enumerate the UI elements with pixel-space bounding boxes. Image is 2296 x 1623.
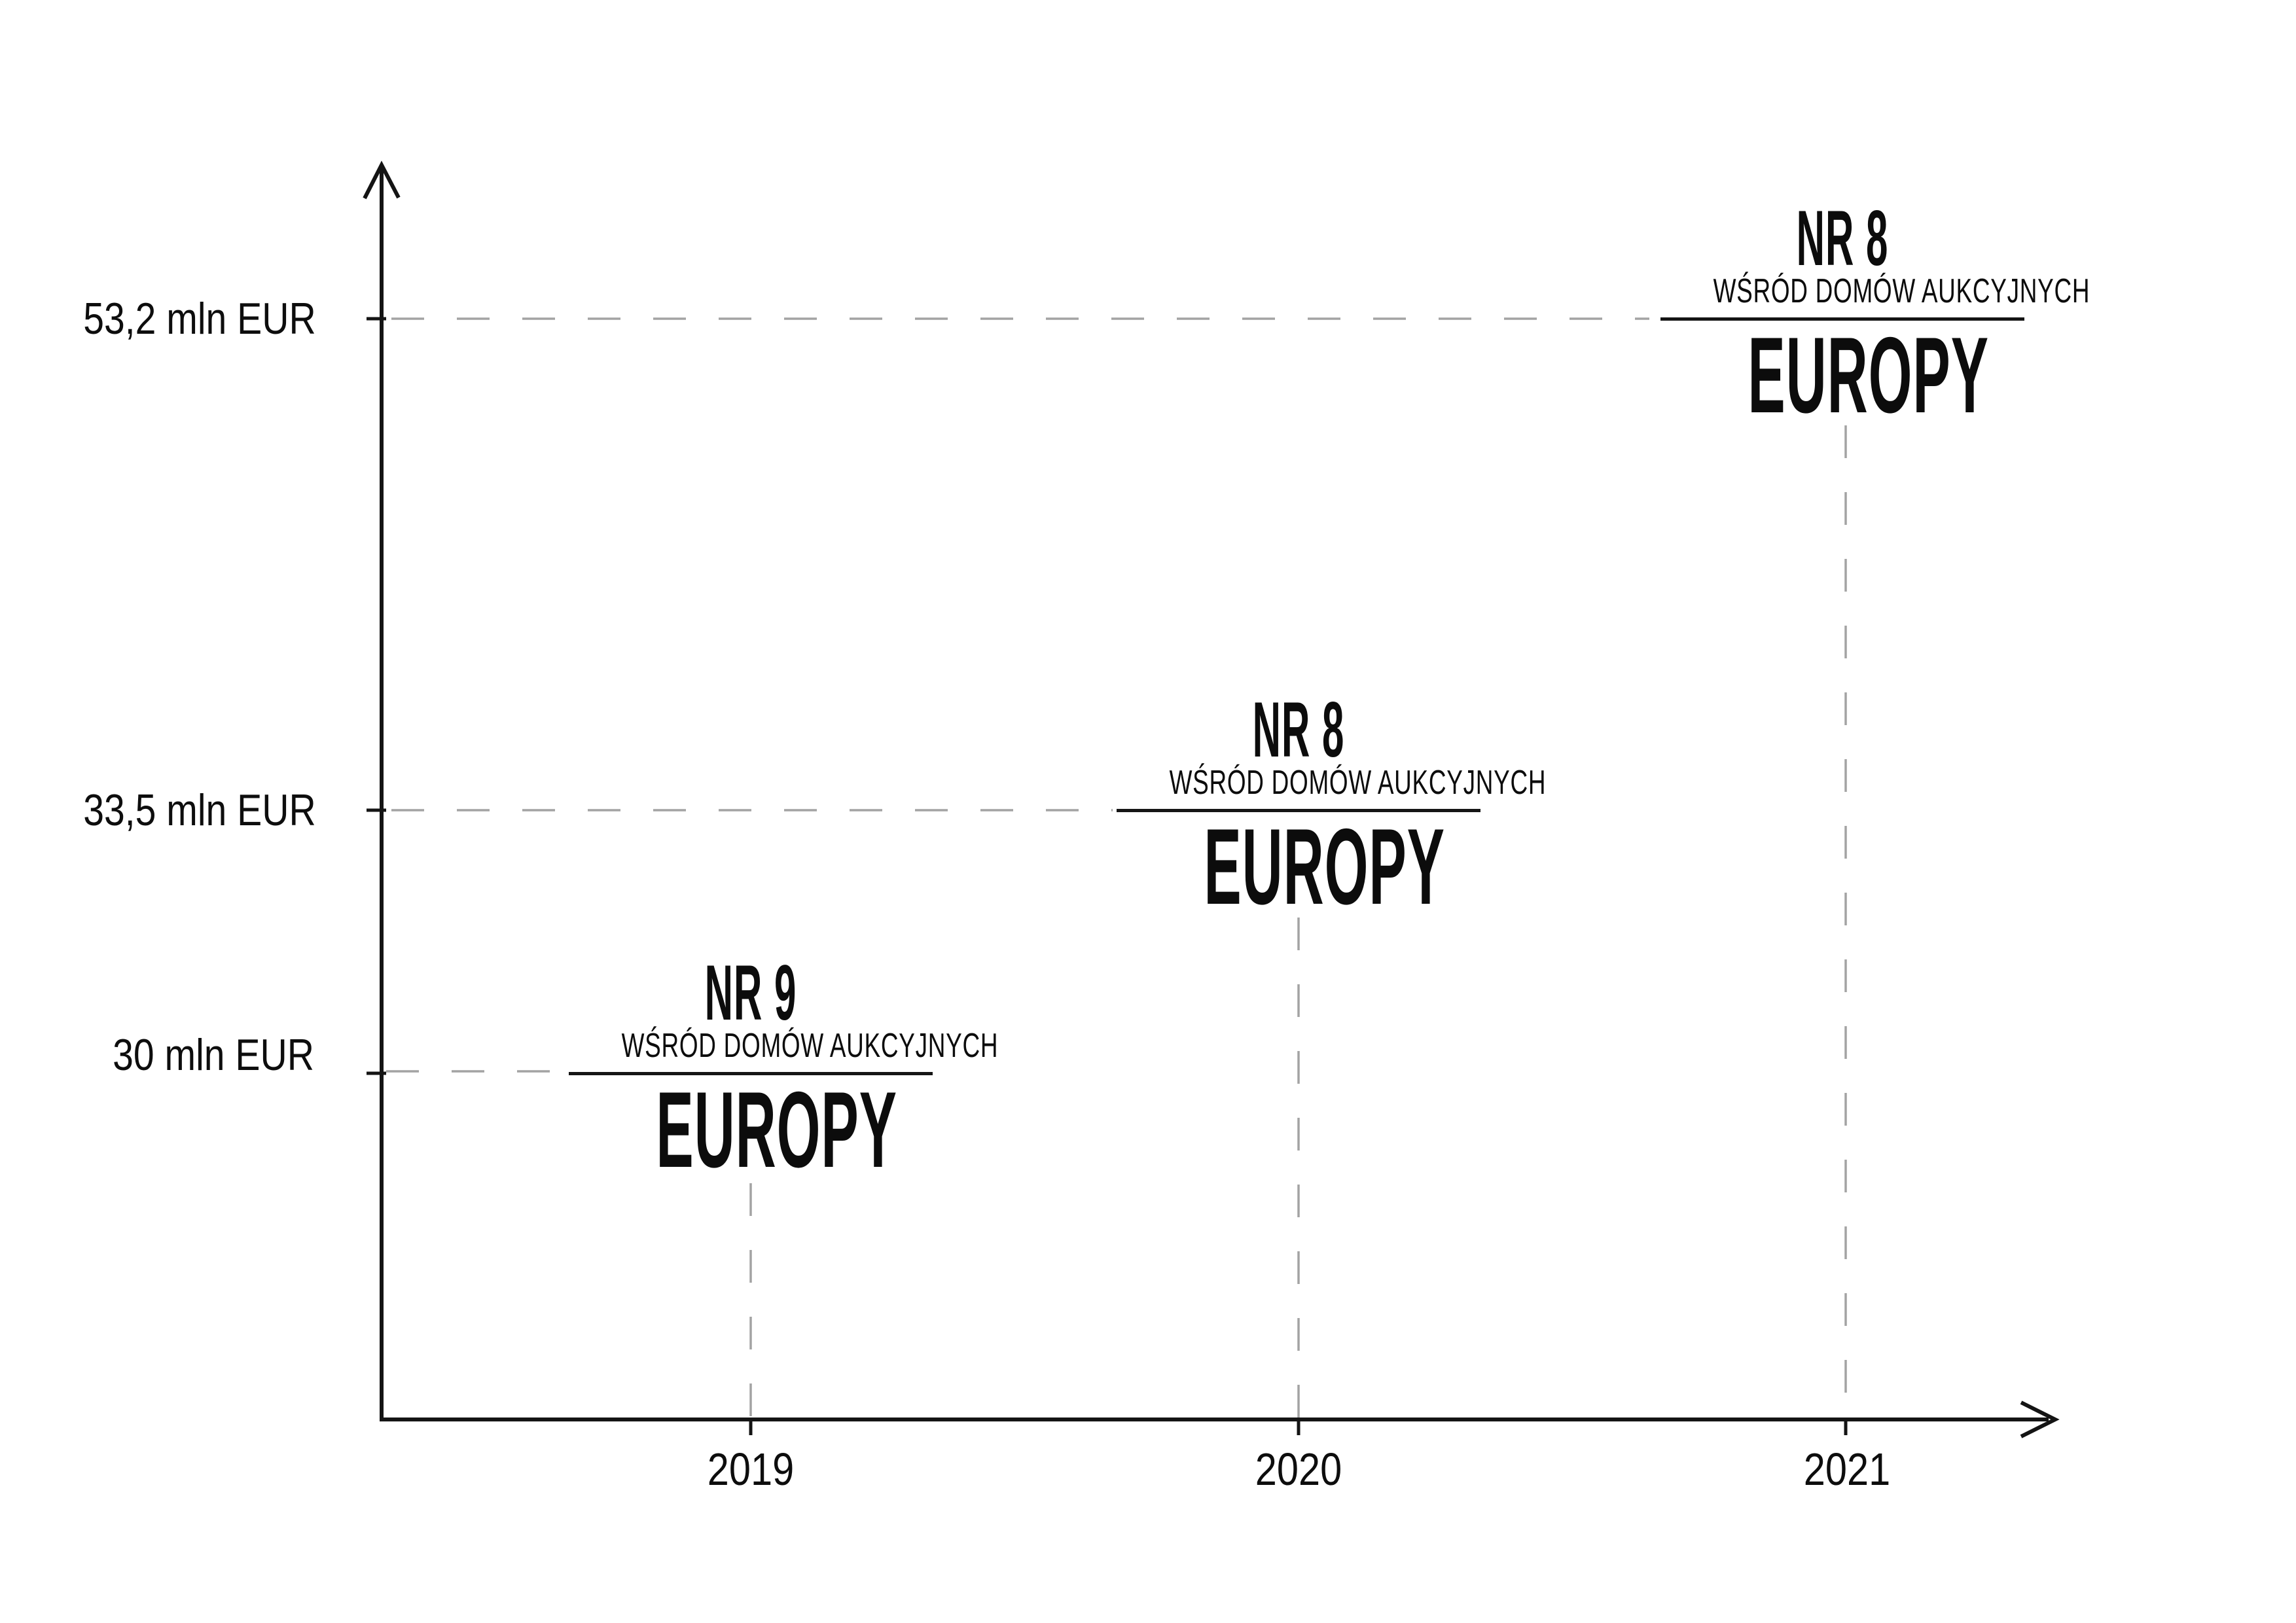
x-axis-label-2019: 2019 <box>707 1444 795 1495</box>
value-underline-2019 <box>569 1072 933 1075</box>
region-label-2020: EUROPY <box>1204 806 1446 927</box>
scope-label-2021: WŚRÓD DOMÓW AUKCYJNYCH <box>1713 272 2090 310</box>
rank-label-2021: NR 8 <box>1796 194 1889 282</box>
x-axis-arrow-icon <box>2020 1400 2060 1438</box>
y-axis-label-53-2: 53,2 mln EUR <box>83 294 316 344</box>
value-underline-2021 <box>1660 317 2024 321</box>
annotation-2021: NR 8 WŚRÓD DOMÓW AUKCYJNYCH EUROPY <box>1660 194 2090 435</box>
rank-label-2020: NR 8 <box>1252 686 1345 774</box>
value-underline-2020 <box>1117 809 1480 812</box>
x-axis-label-2020: 2020 <box>1255 1444 1342 1495</box>
annotation-2020: NR 8 WŚRÓD DOMÓW AUKCYJNYCH EUROPY <box>1117 686 1547 927</box>
rank-label-2019: NR 9 <box>704 949 797 1037</box>
y-axis-label-30: 30 mln EUR <box>113 1030 314 1080</box>
region-label-2019: EUROPY <box>656 1069 898 1190</box>
annotation-2019: NR 9 WŚRÓD DOMÓW AUKCYJNYCH EUROPY <box>569 949 999 1190</box>
x-axis-label-2021: 2021 <box>1803 1444 1891 1495</box>
scope-label-2019: WŚRÓD DOMÓW AUKCYJNYCH <box>621 1027 999 1065</box>
scope-label-2020: WŚRÓD DOMÓW AUKCYJNYCH <box>1169 764 1547 802</box>
y-axis-arrow-icon <box>363 160 401 200</box>
region-label-2021: EUROPY <box>1748 315 1990 435</box>
y-axis-label-33-5: 33,5 mln EUR <box>83 785 316 835</box>
